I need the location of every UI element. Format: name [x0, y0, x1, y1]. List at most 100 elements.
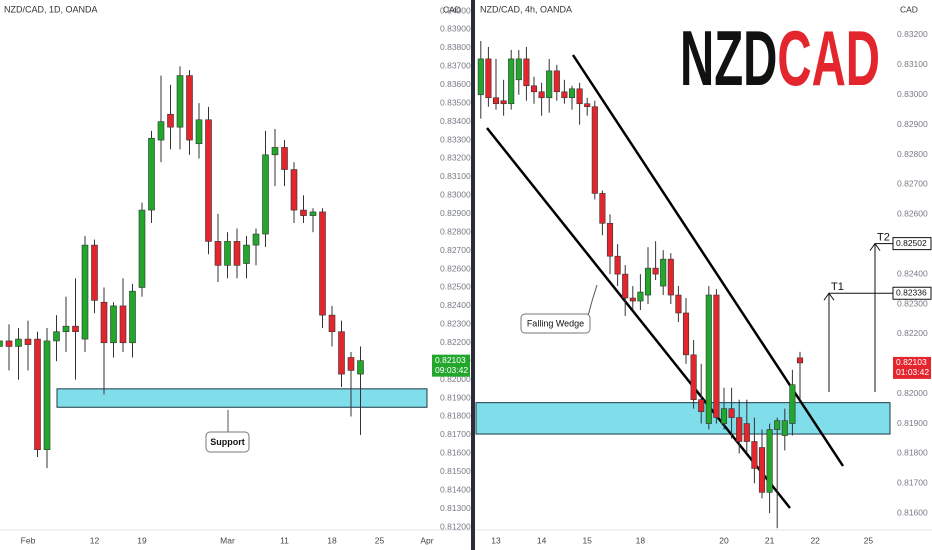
- x-tick-label: 11: [280, 535, 289, 545]
- candle-body: [271, 147, 279, 156]
- candle-body: [698, 399, 705, 412]
- x-tick-label: 21: [765, 535, 775, 545]
- candle-body: [523, 58, 530, 87]
- candle-body: [606, 222, 614, 257]
- candle-body: [576, 88, 583, 105]
- candle-body: [682, 312, 690, 356]
- candle-body: [34, 338, 41, 450]
- price-label: 0.82103: [435, 355, 466, 365]
- y-tick-label: 0.83700: [440, 61, 471, 71]
- candle-body: [644, 267, 652, 296]
- y-tick-label: 0.83800: [440, 42, 471, 52]
- target-price-label: 0.82336: [896, 287, 927, 297]
- candle-body: [485, 58, 492, 99]
- candle-body: [119, 305, 127, 344]
- y-tick-label: 0.82600: [440, 263, 471, 273]
- y-tick-label: 0.81300: [440, 503, 471, 513]
- candle-body: [675, 294, 682, 314]
- candle-body: [743, 423, 750, 442]
- candle-body: [781, 420, 788, 436]
- y-tick-label: 0.83600: [440, 79, 471, 89]
- y-tick-label: 0.82600: [897, 209, 928, 219]
- price-label: 0.82103: [896, 357, 927, 367]
- candle-body: [538, 91, 545, 99]
- candle-body: [774, 420, 781, 430]
- target-name: T1: [831, 281, 844, 293]
- candle-body: [110, 305, 117, 344]
- wedge-leader: [587, 284, 598, 317]
- y-tick-label: 0.81900: [897, 418, 928, 428]
- price-label-box: [893, 356, 931, 379]
- y-tick-label: 0.82700: [440, 245, 471, 255]
- candle-body: [205, 119, 212, 242]
- candle-body: [720, 408, 728, 424]
- x-tick-label: Mar: [220, 535, 235, 545]
- zone: [56, 388, 428, 408]
- price-label-box: [432, 354, 470, 377]
- candle-body: [614, 255, 621, 275]
- y-tick-label: 0.81800: [440, 411, 471, 421]
- y-tick-label: 0.81200: [440, 521, 471, 531]
- x-tick-label: 18: [327, 535, 337, 545]
- zone: [475, 402, 891, 435]
- candle-body: [500, 100, 507, 105]
- candle-body: [262, 154, 269, 235]
- x-tick-label: 25: [864, 535, 874, 545]
- x-tick-label: 13: [491, 535, 501, 545]
- y-tick-label: 0.81900: [440, 392, 471, 402]
- candle-body: [584, 103, 591, 108]
- zones: [56, 388, 891, 435]
- x-tick-label: 19: [137, 535, 147, 545]
- y-tick-label: 0.82000: [897, 388, 928, 398]
- candle-body: [138, 209, 146, 288]
- candle-body: [195, 119, 203, 145]
- candle-body: [766, 429, 773, 493]
- candle-body: [553, 70, 560, 93]
- logo-first: NZD: [680, 14, 777, 102]
- candle-body: [176, 75, 184, 128]
- candle-body: [477, 58, 484, 96]
- candle-body: [81, 244, 89, 340]
- candle-body: [338, 331, 345, 375]
- target-price-box: [892, 237, 932, 251]
- y-tick-label: 0.82200: [440, 337, 471, 347]
- x-tick-label: 18: [636, 535, 646, 545]
- x-tick-label: Feb: [21, 535, 36, 545]
- y-tick-label: 0.83200: [440, 153, 471, 163]
- y-tick-label: 0.81700: [897, 478, 928, 488]
- y-tick-label: 0.82000: [440, 374, 471, 384]
- y-tick-label: 0.81600: [897, 508, 928, 518]
- panel-divider: [471, 0, 475, 550]
- candle-body: [148, 137, 155, 211]
- y-tick-label: 0.82400: [440, 300, 471, 310]
- candle-body: [243, 244, 250, 264]
- logo: NZDCAD: [680, 14, 880, 102]
- candle-body: [357, 360, 364, 375]
- y-tick-label: 0.81700: [440, 429, 471, 439]
- candle-body: [622, 273, 629, 299]
- candle-body: [713, 294, 720, 418]
- candle-body: [328, 314, 336, 333]
- candle-body: [492, 97, 500, 105]
- candle-body: [758, 447, 766, 493]
- candle-body: [667, 258, 674, 296]
- candle-body: [100, 301, 108, 344]
- candle-body: [53, 331, 60, 342]
- candle-body: [309, 211, 317, 216]
- candle-body: [129, 290, 136, 344]
- y-tick-label: 0.83400: [440, 116, 471, 126]
- target-name: T2: [877, 232, 890, 244]
- y-tick-label: 0.82200: [897, 328, 928, 338]
- x-tick-label: 14: [537, 535, 547, 545]
- candle-body: [789, 384, 796, 424]
- chart-title: NZD/CAD, 1D, OANDA: [4, 4, 98, 14]
- y-tick-label: 0.81800: [897, 448, 928, 458]
- candle-body: [214, 241, 222, 266]
- candle-body: [290, 169, 298, 211]
- chart-title: NZD/CAD, 4h, OANDA: [480, 4, 572, 14]
- candle-body: [43, 340, 51, 450]
- y-tick-label: 0.81400: [440, 484, 471, 494]
- support-label: Support: [210, 437, 245, 447]
- y-tick-label: 0.82900: [897, 119, 928, 129]
